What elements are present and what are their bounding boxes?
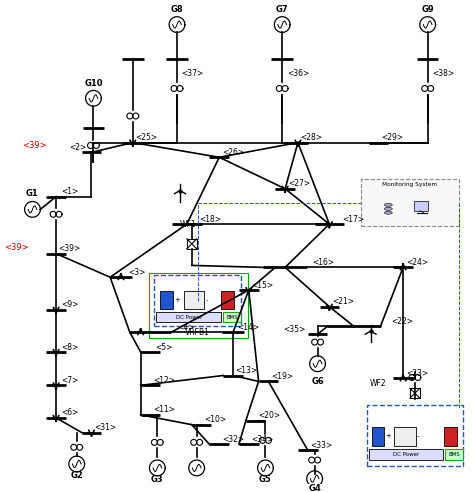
- Text: <3>: <3>: [128, 268, 146, 277]
- Text: <34>: <34>: [251, 435, 273, 444]
- Text: <27>: <27>: [288, 179, 310, 188]
- Bar: [394, 427, 416, 446]
- FancyBboxPatch shape: [156, 311, 221, 322]
- Bar: [221, 291, 234, 308]
- Text: -: -: [205, 297, 208, 303]
- Text: <9>: <9>: [61, 300, 79, 309]
- Text: <14>: <14>: [237, 323, 260, 332]
- Text: G4: G4: [308, 484, 321, 492]
- Text: <18>: <18>: [200, 215, 221, 224]
- Bar: [414, 201, 428, 211]
- Ellipse shape: [384, 203, 392, 206]
- Text: <39>: <39>: [4, 243, 29, 252]
- Text: <10>: <10>: [204, 415, 227, 424]
- Text: <37>: <37>: [182, 69, 204, 78]
- Text: BMS: BMS: [226, 314, 238, 319]
- Bar: [372, 427, 384, 446]
- Text: +: +: [174, 297, 180, 303]
- Text: G9: G9: [421, 5, 434, 14]
- Text: G10: G10: [84, 79, 103, 88]
- Text: <15>: <15>: [251, 280, 273, 290]
- Text: G3: G3: [151, 475, 164, 484]
- Bar: [445, 427, 457, 446]
- Text: <23>: <23>: [406, 369, 428, 378]
- Text: <29>: <29>: [381, 133, 403, 142]
- Text: <24>: <24>: [406, 258, 428, 267]
- Text: <35>: <35>: [283, 325, 305, 334]
- Text: <7>: <7>: [61, 376, 79, 385]
- Text: <26>: <26>: [222, 148, 244, 157]
- Text: <21>: <21>: [332, 297, 354, 307]
- Text: <13>: <13>: [236, 366, 258, 375]
- Text: WF1: WF1: [180, 219, 196, 229]
- Text: <32>: <32>: [222, 435, 244, 444]
- FancyBboxPatch shape: [223, 311, 241, 322]
- Text: DC Power: DC Power: [176, 314, 202, 319]
- Text: Monitoring System: Monitoring System: [383, 183, 438, 187]
- Ellipse shape: [384, 207, 392, 210]
- Text: <28>: <28>: [301, 133, 323, 142]
- Text: G1: G1: [26, 189, 39, 198]
- FancyBboxPatch shape: [446, 449, 463, 460]
- Text: G6: G6: [311, 377, 324, 386]
- Text: -: -: [417, 433, 419, 439]
- Text: <39>: <39>: [22, 141, 47, 150]
- Text: <20>: <20>: [258, 411, 281, 420]
- Text: G5: G5: [259, 475, 272, 484]
- Text: <17>: <17>: [342, 215, 364, 224]
- Text: G2: G2: [70, 471, 83, 480]
- Text: <19>: <19>: [271, 372, 293, 381]
- Text: <4>: <4>: [177, 323, 194, 332]
- Text: +: +: [385, 433, 391, 439]
- Ellipse shape: [384, 211, 392, 214]
- Text: <33>: <33>: [310, 441, 333, 450]
- Text: VRFB1: VRFB1: [185, 328, 210, 337]
- Text: G7: G7: [276, 5, 289, 14]
- Bar: [410, 388, 420, 398]
- Text: <16>: <16>: [312, 258, 335, 267]
- FancyBboxPatch shape: [361, 179, 459, 226]
- Bar: [160, 291, 173, 308]
- Text: G8: G8: [171, 5, 183, 14]
- Text: DC Power: DC Power: [393, 452, 419, 457]
- Text: <31>: <31>: [94, 423, 116, 432]
- Text: <2>: <2>: [69, 143, 86, 152]
- Text: <38>: <38>: [432, 69, 455, 78]
- FancyBboxPatch shape: [369, 449, 443, 460]
- Text: <22>: <22>: [391, 317, 413, 326]
- Text: <11>: <11>: [153, 405, 175, 414]
- Text: <6>: <6>: [61, 408, 79, 417]
- Bar: [187, 239, 197, 249]
- Text: <36>: <36>: [287, 69, 309, 78]
- Text: WF2: WF2: [370, 379, 387, 388]
- Text: <8>: <8>: [61, 342, 79, 351]
- Text: <25>: <25>: [136, 133, 157, 142]
- Text: <12>: <12>: [153, 376, 175, 385]
- Text: <39>: <39>: [59, 244, 81, 253]
- Bar: [184, 291, 203, 308]
- Text: <1>: <1>: [61, 187, 79, 196]
- Text: <5>: <5>: [155, 342, 173, 351]
- Text: BMS: BMS: [448, 452, 460, 457]
